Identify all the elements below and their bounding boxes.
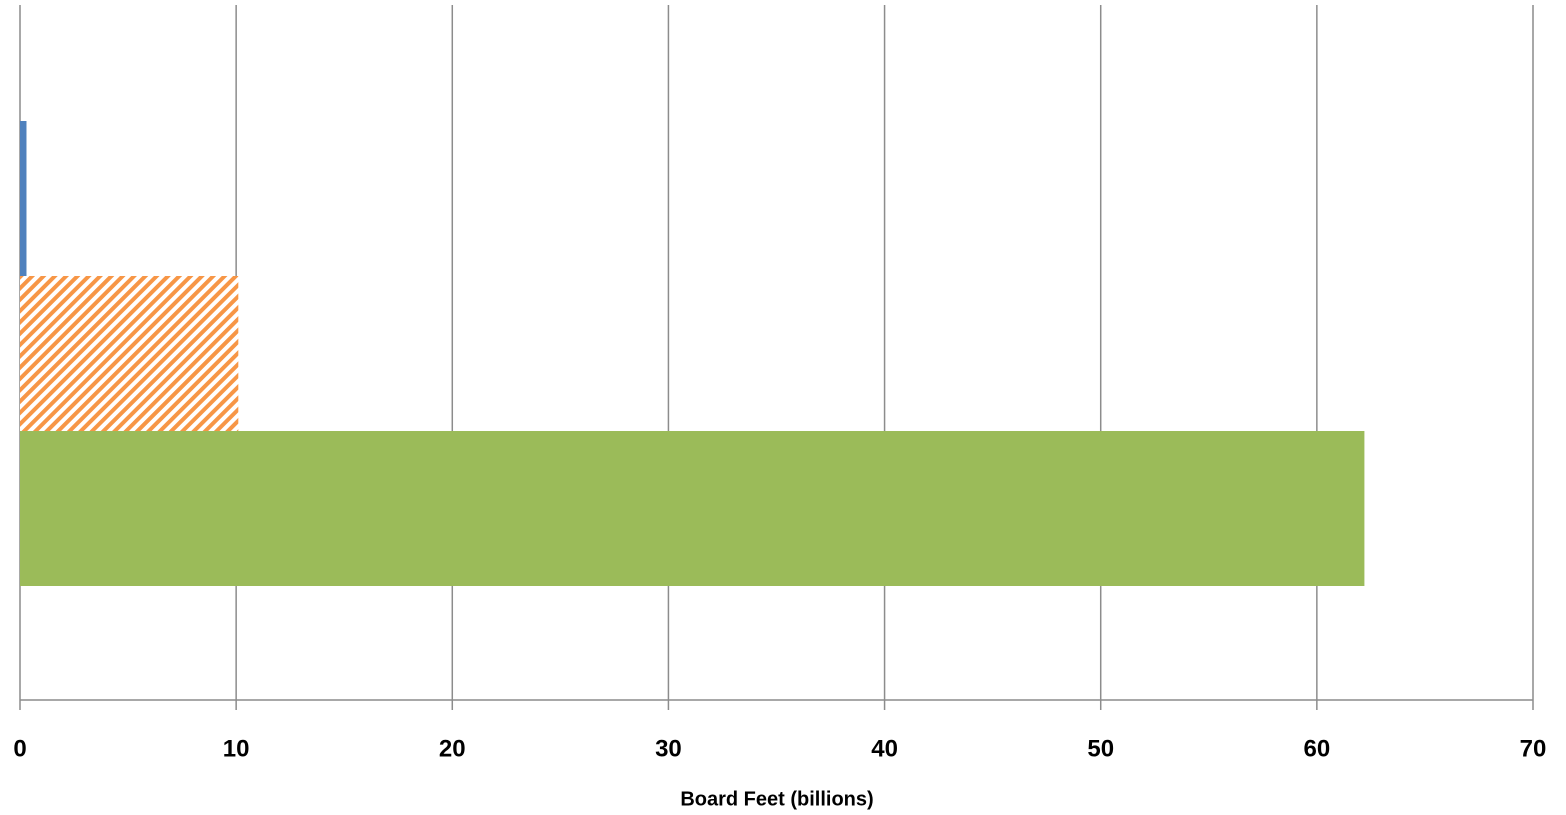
x-tick-label: 60 <box>1304 735 1331 762</box>
bar <box>20 276 239 431</box>
x-tick-label: 50 <box>1087 735 1114 762</box>
x-tick-label: 20 <box>439 735 466 762</box>
x-tick-label: 30 <box>655 735 682 762</box>
x-tick-label: 40 <box>871 735 898 762</box>
x-tick-label: 10 <box>223 735 250 762</box>
x-tick-label: 0 <box>13 735 26 762</box>
x-axis-title: Board Feet (billions) <box>680 788 873 810</box>
bar <box>20 121 27 276</box>
x-tick-label: 70 <box>1520 735 1547 762</box>
bar <box>20 431 1365 586</box>
